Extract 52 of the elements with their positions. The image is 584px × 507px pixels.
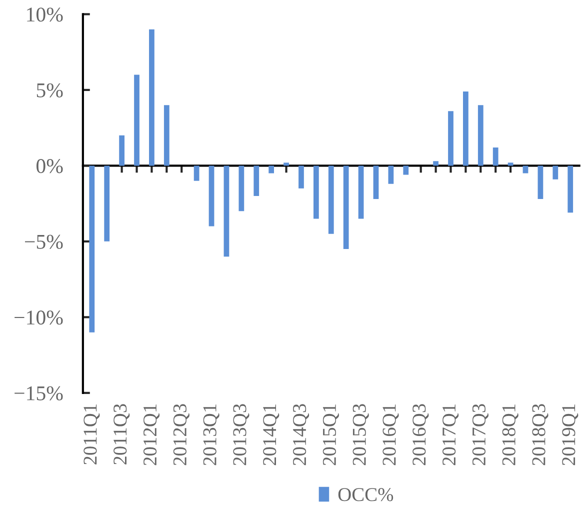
bar [149, 29, 154, 166]
x-tick-label: 2018Q3 [532, 404, 548, 466]
x-tick-label: 2011Q1 [84, 404, 100, 464]
bar [448, 111, 454, 166]
bar [89, 166, 95, 332]
bar [433, 161, 438, 166]
x-tick-label: 2019Q1 [562, 404, 578, 466]
bar [328, 166, 334, 234]
bar [492, 148, 498, 166]
bar [224, 166, 230, 257]
y-tick-label: 5% [36, 83, 63, 98]
bar [358, 166, 364, 219]
bar [284, 162, 289, 166]
x-tick-label: 2015Q3 [352, 404, 369, 466]
legend-label: OCC% [338, 488, 394, 502]
x-tick-label: 2017Q1 [442, 404, 459, 466]
bar [552, 166, 558, 180]
bar [298, 166, 304, 188]
x-tick-label: 2014Q3 [292, 404, 310, 466]
x-tick-label: 2013Q3 [233, 404, 250, 466]
x-tick-label: 2011Q3 [114, 404, 130, 464]
bar [463, 91, 468, 166]
bar [373, 166, 379, 200]
y-tick-label: −15% [14, 386, 63, 400]
x-tick-label: 2015Q1 [322, 404, 339, 466]
x-tick-label: 2013Q1 [203, 404, 220, 466]
bar [164, 105, 170, 166]
x-tick-label: 2012Q1 [143, 404, 160, 466]
y-tick-label: 10% [27, 8, 63, 22]
bar [538, 166, 544, 200]
bar [343, 166, 349, 250]
bar [238, 166, 244, 212]
bar [104, 166, 110, 242]
x-tick-label: 2014Q1 [263, 404, 280, 466]
bar [568, 166, 574, 213]
bar [194, 166, 200, 181]
bar [134, 74, 140, 166]
y-tick-label: −5% [25, 234, 63, 249]
y-tick-label: 0% [36, 159, 63, 174]
bar [478, 105, 484, 166]
bar [119, 135, 124, 166]
x-tick-label: 2018Q1 [502, 404, 518, 466]
bar [254, 166, 260, 196]
bar [388, 166, 394, 184]
x-tick-label: 2017Q3 [472, 404, 488, 466]
x-tick-label: 2016Q3 [412, 404, 429, 466]
bar [313, 166, 319, 219]
bar [208, 166, 214, 226]
x-tick-label: 2012Q3 [173, 404, 190, 466]
x-tick-label: 2016Q1 [382, 404, 399, 466]
bar [508, 162, 514, 166]
y-tick-label: −10% [14, 310, 63, 325]
